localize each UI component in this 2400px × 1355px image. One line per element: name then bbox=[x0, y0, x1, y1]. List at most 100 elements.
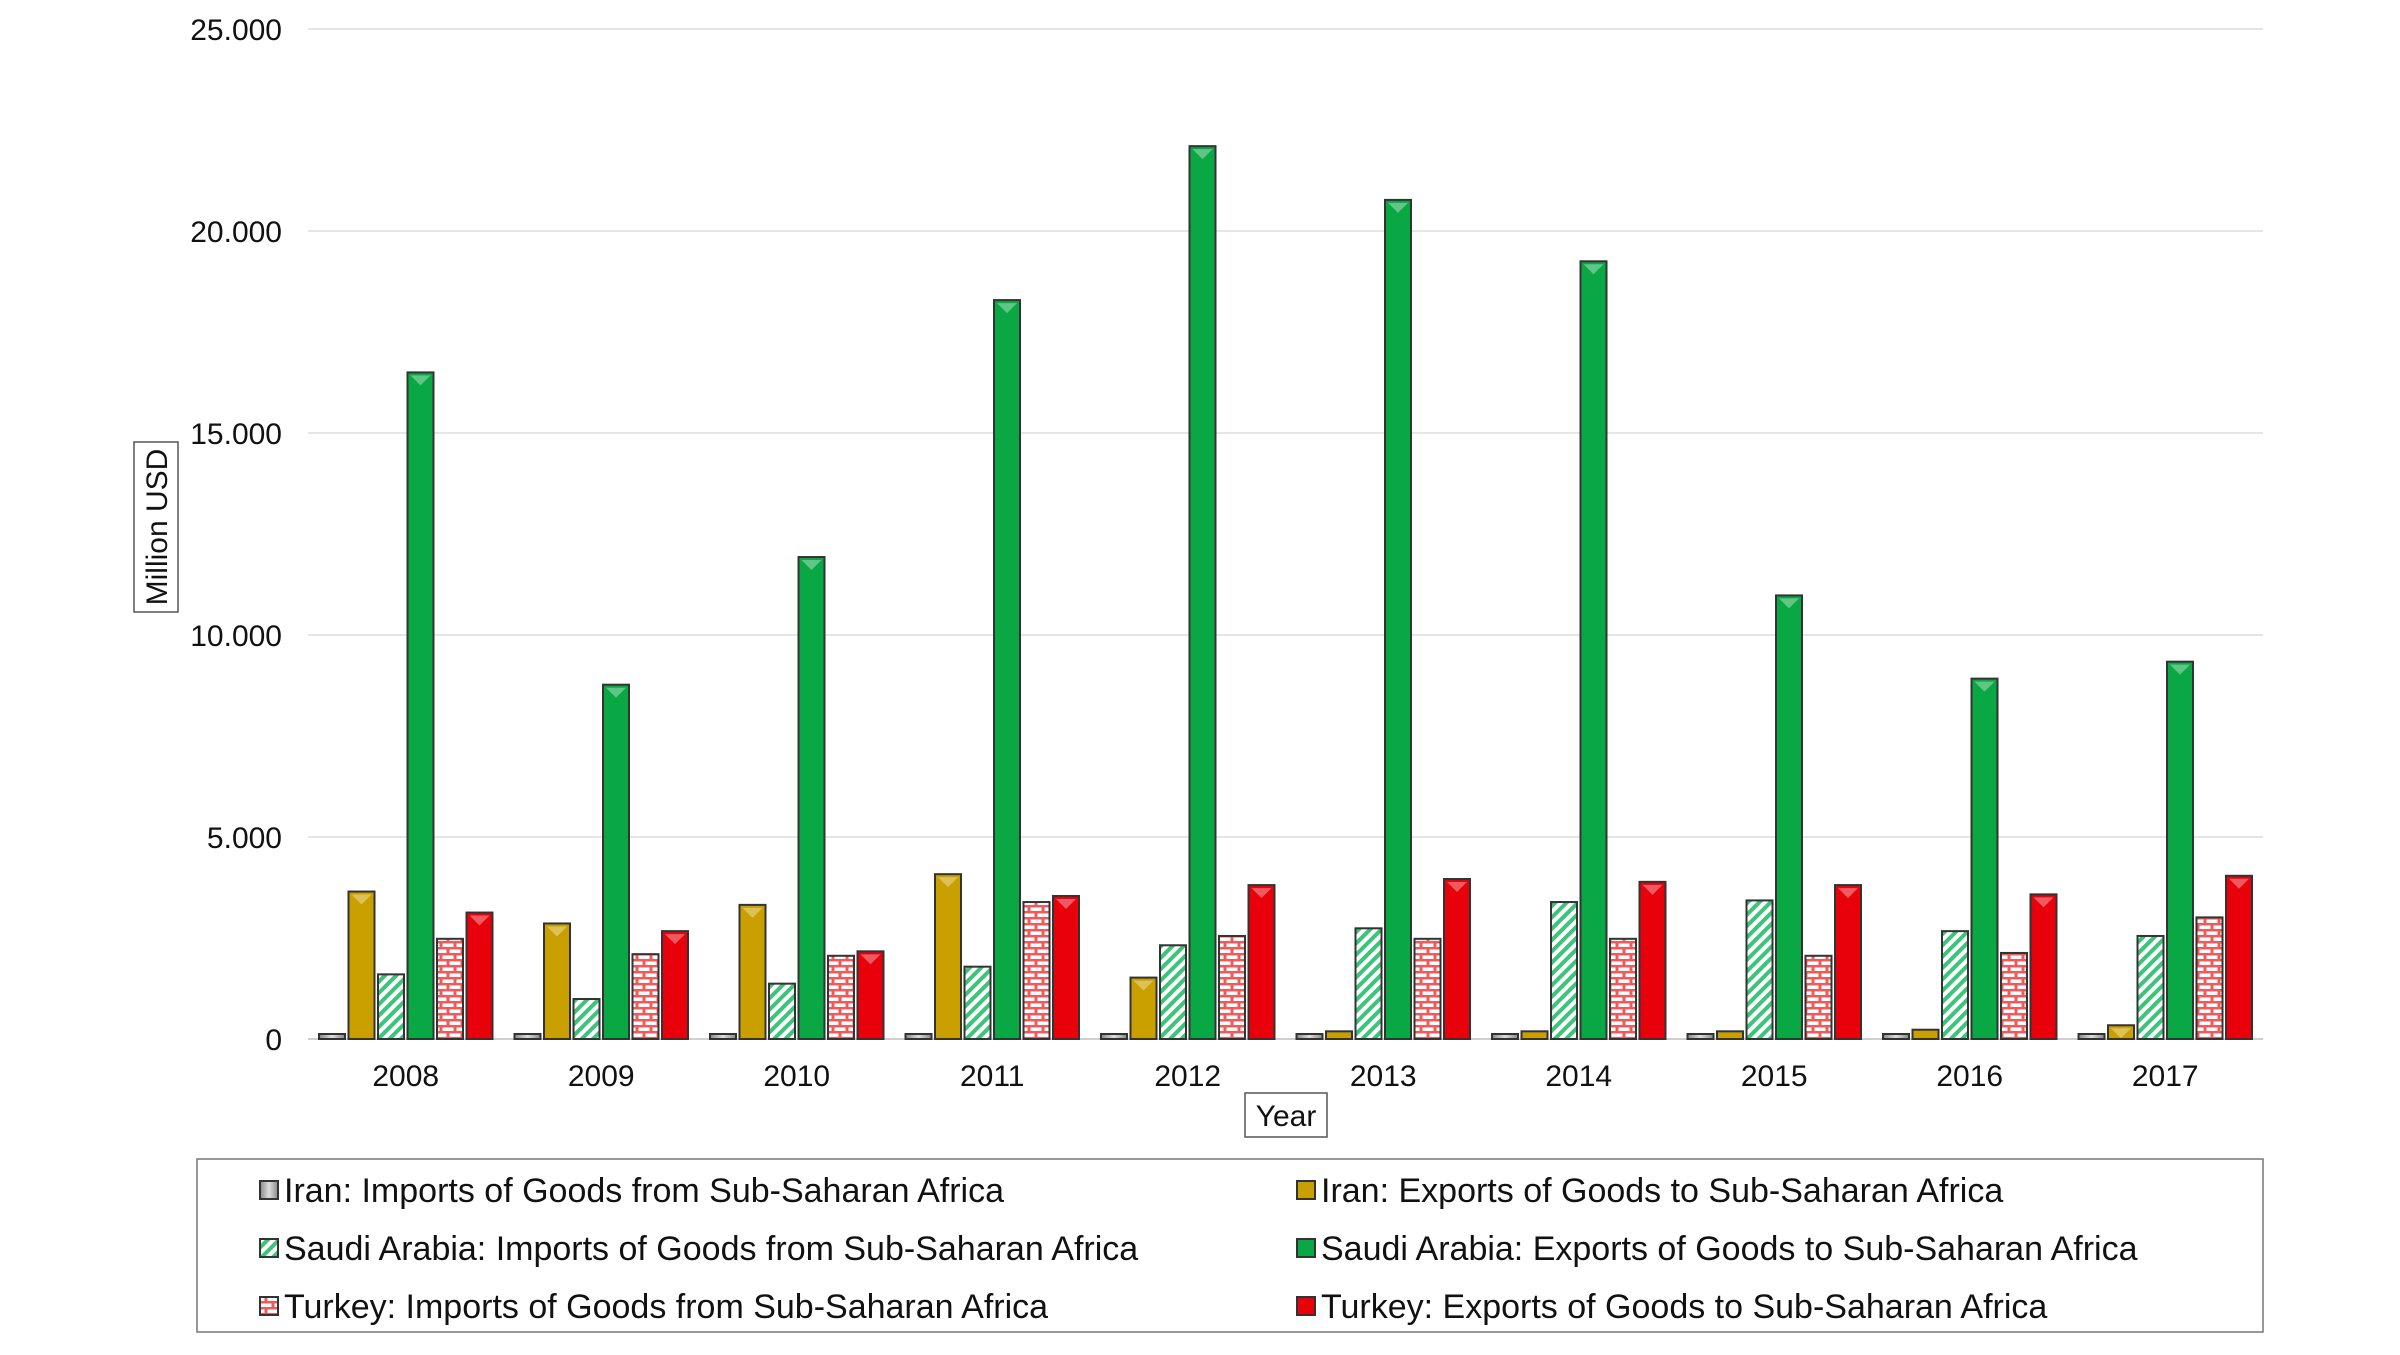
legend-label: Saudi Arabia: Imports of Goods from Sub-… bbox=[284, 1230, 1138, 1268]
y-axis-label: Million USD bbox=[141, 449, 174, 606]
bar-highlight bbox=[410, 375, 431, 386]
bar-highlight bbox=[1192, 149, 1213, 160]
bar-2014-series-0 bbox=[1491, 1033, 1519, 1040]
legend-swatch bbox=[1296, 1296, 1316, 1316]
bar-highlight bbox=[2170, 664, 2190, 675]
bar-highlight bbox=[1642, 884, 1663, 895]
bar-2013-series-2 bbox=[1354, 927, 1383, 1041]
x-axis-label: Year bbox=[1256, 1100, 1317, 1133]
bar-highlight bbox=[469, 915, 490, 926]
bar-2012-series-1 bbox=[1129, 976, 1158, 1040]
bar-highlight bbox=[665, 934, 685, 945]
bar-2008-series-3 bbox=[406, 371, 435, 1040]
bar-highlight bbox=[351, 894, 372, 905]
bar-highlight bbox=[1838, 888, 1858, 899]
legend-item: Iran: Imports of Goods from Sub-Saharan … bbox=[259, 1172, 1004, 1210]
bar-highlight bbox=[547, 926, 567, 937]
y-tick-label: 20.000 bbox=[190, 216, 282, 249]
bar-2015-series-2 bbox=[1745, 899, 1774, 1040]
bar-2016-series-0 bbox=[1882, 1033, 1910, 1040]
bar-2008-series-0 bbox=[318, 1033, 346, 1040]
bar-highlight bbox=[938, 877, 958, 888]
x-tick-label: 2011 bbox=[960, 1060, 1025, 1093]
bar-highlight bbox=[860, 954, 881, 965]
bar-highlight bbox=[1583, 264, 1604, 275]
bar-highlight bbox=[742, 907, 763, 918]
y-tick-label: 5.000 bbox=[207, 822, 282, 855]
bar-highlight bbox=[2033, 897, 2054, 908]
x-tick-label: 2013 bbox=[1350, 1060, 1417, 1093]
bar-2008-series-2 bbox=[377, 973, 405, 1040]
bar-2008-series-1 bbox=[347, 890, 376, 1040]
bar-2013-series-3 bbox=[1384, 198, 1412, 1040]
bar-2010-series-1 bbox=[738, 903, 767, 1041]
bar-2011-series-2 bbox=[963, 965, 992, 1041]
bar-2013-series-1 bbox=[1325, 1030, 1353, 1040]
bar-2008-series-5 bbox=[465, 911, 494, 1040]
legend-swatch bbox=[259, 1238, 279, 1258]
legend-swatch bbox=[1296, 1180, 1316, 1200]
bar-2009-series-4 bbox=[631, 953, 660, 1040]
bar-highlight bbox=[2229, 878, 2249, 889]
x-tick-label: 2016 bbox=[1936, 1060, 2003, 1093]
y-tick-label: 25.000 bbox=[190, 14, 282, 47]
bar-highlight bbox=[1974, 681, 1995, 692]
legend-label: Turkey: Imports of Goods from Sub-Sahara… bbox=[284, 1288, 1048, 1326]
legend-label: Iran: Exports of Goods to Sub-Saharan Af… bbox=[1321, 1172, 2003, 1210]
legend-swatch bbox=[1296, 1238, 1316, 1258]
bar-2011-series-5 bbox=[1052, 894, 1080, 1041]
y-tick-label: 15.000 bbox=[190, 418, 282, 451]
legend-item: Turkey: Exports of Goods to Sub-Saharan … bbox=[1296, 1288, 2047, 1326]
x-tick-label: 2010 bbox=[763, 1060, 830, 1093]
bar-2009-series-1 bbox=[543, 922, 571, 1040]
bar-highlight bbox=[1779, 598, 1799, 609]
bar-2010-series-0 bbox=[709, 1033, 737, 1040]
x-tick-label: 2017 bbox=[2132, 1060, 2199, 1093]
bar-highlight bbox=[1388, 202, 1408, 213]
bar-2010-series-2 bbox=[768, 982, 796, 1040]
bar-2009-series-5 bbox=[661, 930, 689, 1041]
bar-highlight bbox=[1447, 882, 1467, 893]
y-tick-label: 10.000 bbox=[190, 620, 282, 653]
legend-label: Turkey: Exports of Goods to Sub-Saharan … bbox=[1321, 1288, 2047, 1326]
bar-2011-series-3 bbox=[993, 299, 1021, 1041]
y-tick-label: 0 bbox=[265, 1024, 282, 1057]
legend-label: Saudi Arabia: Exports of Goods to Sub-Sa… bbox=[1321, 1230, 2138, 1268]
bar-highlight bbox=[606, 687, 626, 698]
x-tick-label: 2015 bbox=[1741, 1060, 1808, 1093]
bar-highlight bbox=[997, 303, 1017, 314]
bar-2017-series-3 bbox=[2166, 660, 2194, 1040]
legend-item: Iran: Exports of Goods to Sub-Saharan Af… bbox=[1296, 1172, 2003, 1210]
x-axis-label-box bbox=[1244, 1092, 1328, 1138]
bar-2010-series-3 bbox=[797, 556, 826, 1040]
bar-2012-series-3 bbox=[1188, 145, 1217, 1041]
legend bbox=[196, 1158, 2264, 1333]
bar-2013-series-0 bbox=[1295, 1033, 1324, 1040]
bar-2017-series-4 bbox=[2195, 916, 2224, 1040]
bar-2015-series-0 bbox=[1686, 1033, 1715, 1040]
x-tick-label: 2009 bbox=[568, 1060, 635, 1093]
bar-2011-series-4 bbox=[1022, 901, 1051, 1040]
bar-2010-series-4 bbox=[827, 954, 855, 1040]
bar-2016-series-2 bbox=[1941, 930, 1969, 1041]
bar-2016-series-1 bbox=[1911, 1028, 1940, 1041]
bar-2015-series-4 bbox=[1804, 954, 1833, 1040]
bar-2012-series-2 bbox=[1159, 944, 1187, 1040]
bar-2014-series-4 bbox=[1609, 937, 1637, 1040]
bar-2017-series-0 bbox=[2077, 1033, 2106, 1040]
bar-2017-series-1 bbox=[2107, 1024, 2135, 1041]
bar-2012-series-4 bbox=[1218, 934, 1246, 1040]
bar-2014-series-5 bbox=[1638, 880, 1667, 1040]
legend-item: Saudi Arabia: Imports of Goods from Sub-… bbox=[259, 1230, 1138, 1268]
legend-item: Turkey: Imports of Goods from Sub-Sahara… bbox=[259, 1288, 1048, 1326]
bar-2011-series-0 bbox=[904, 1033, 933, 1040]
bar-2016-series-5 bbox=[2029, 893, 2058, 1040]
bar-2013-series-4 bbox=[1413, 937, 1442, 1040]
bar-highlight bbox=[801, 560, 822, 571]
bar-highlight bbox=[2111, 1028, 2131, 1039]
bar-2009-series-0 bbox=[513, 1033, 542, 1040]
bar-2016-series-4 bbox=[2000, 951, 2028, 1040]
x-tick-label: 2014 bbox=[1545, 1060, 1612, 1093]
x-tick-label: 2008 bbox=[372, 1060, 439, 1093]
